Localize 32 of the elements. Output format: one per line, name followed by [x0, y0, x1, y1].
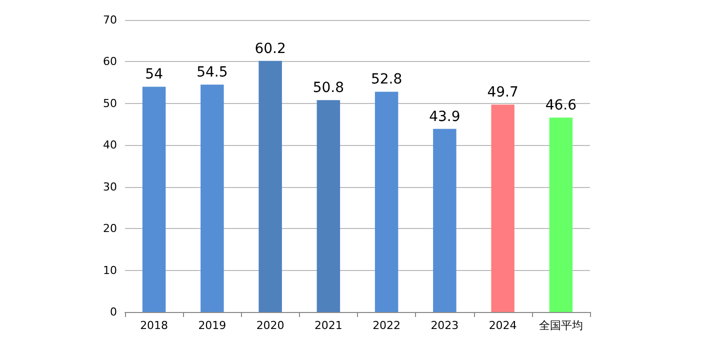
bar: [433, 128, 456, 312]
bar: [258, 60, 282, 312]
y-tick-label: 60: [103, 55, 117, 68]
data-label: 60.2: [254, 40, 286, 57]
bar: [491, 104, 514, 312]
y-tick-label: 40: [103, 138, 117, 152]
x-tick-label: 2020: [256, 319, 284, 332]
data-label: 46.6: [545, 98, 577, 114]
bar: [316, 100, 340, 312]
y-tick-label: 30: [103, 180, 117, 194]
y-tick-label: 20: [103, 222, 117, 236]
x-tick-label: 2024: [488, 319, 517, 332]
data-label: 49.7: [487, 84, 518, 101]
data-label: 52.8: [370, 72, 402, 88]
data-label: 43.9: [429, 108, 460, 125]
y-tick-label: 10: [103, 264, 117, 277]
x-tick-label: 2022: [372, 319, 401, 332]
y-tick-label: 50: [103, 96, 117, 110]
bar: [374, 92, 398, 312]
x-tick-label: 2018: [140, 319, 168, 332]
bar: [549, 118, 573, 312]
bar: [142, 86, 166, 312]
data-label: 54: [145, 66, 164, 83]
y-tick-label: 70: [103, 14, 117, 26]
data-label: 54.5: [196, 64, 228, 81]
y-tick-label: 0: [110, 306, 117, 318]
x-tick-label: 2019: [198, 319, 226, 332]
x-tick-label: 全国平均: [538, 319, 583, 332]
data-label: 50.8: [312, 80, 344, 96]
x-tick-label: 2021: [314, 319, 342, 332]
bar: [200, 84, 224, 312]
x-tick-label: 2023: [430, 319, 459, 332]
